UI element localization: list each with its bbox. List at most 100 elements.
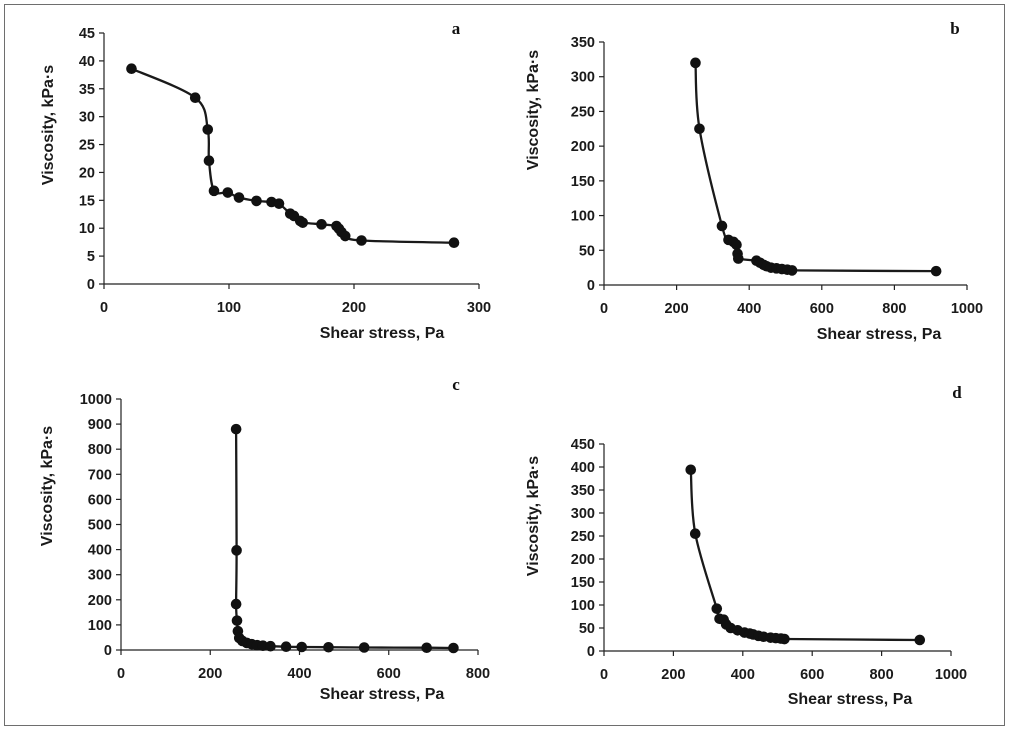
y-tick-label: 40	[79, 54, 95, 70]
panel-label: d	[952, 383, 962, 402]
x-tick-label: 200	[198, 666, 222, 682]
data-point	[233, 192, 245, 203]
y-tick-label: 900	[88, 417, 112, 433]
x-axis-title: Shear stress, Pa	[788, 691, 913, 708]
data-point	[448, 642, 459, 654]
data-point	[689, 528, 701, 539]
data-point	[358, 642, 370, 653]
y-tick-label: 5	[87, 249, 95, 265]
panel-label: c	[452, 375, 460, 394]
y-axis-title: Viscosity, kPa·s	[525, 50, 542, 170]
y-axis-title: Viscosity, kPa·s	[525, 456, 542, 576]
y-tick-label: 250	[571, 104, 595, 120]
x-tick-label: 100	[217, 300, 241, 316]
y-tick-label: 400	[88, 543, 112, 559]
x-tick-label: 600	[810, 301, 834, 317]
data-point	[126, 63, 137, 74]
y-tick-label: 350	[571, 483, 595, 499]
y-tick-label: 0	[87, 277, 95, 293]
data-points	[230, 423, 459, 654]
y-axis-title: Viscosity, kPa·s	[39, 426, 56, 546]
y-tick-label: 600	[88, 492, 112, 508]
y-tick-label: 50	[579, 243, 595, 259]
data-point	[231, 615, 243, 626]
data-point	[323, 641, 334, 653]
y-tick-label: 0	[104, 643, 112, 659]
x-tick-label: 0	[117, 666, 125, 682]
x-tick-label: 400	[737, 301, 761, 317]
data-point	[779, 633, 790, 645]
y-tick-label: 50	[579, 621, 595, 637]
series-curve	[234, 427, 455, 650]
x-tick-label: 200	[342, 300, 366, 316]
y-tick-label: 200	[571, 139, 595, 155]
data-point	[339, 230, 351, 242]
data-point	[694, 123, 705, 135]
y-tick-label: 450	[571, 437, 595, 453]
x-tick-label: 0	[100, 300, 108, 316]
data-point	[203, 155, 215, 167]
y-axis-title: Viscosity, kPa·s	[40, 65, 57, 185]
x-tick-label: 800	[869, 667, 893, 683]
y-tick-label: 500	[88, 518, 112, 534]
data-point	[230, 423, 242, 435]
y-tick-label: 350	[571, 35, 595, 51]
y-tick-label: 0	[587, 644, 595, 660]
y-tick-label: 150	[571, 174, 595, 190]
y-tick-label: 100	[571, 209, 595, 225]
series-curve	[689, 468, 921, 642]
x-axis-title: Shear stress, Pa	[320, 325, 445, 342]
data-point	[280, 641, 292, 653]
chart-panel-b: 0 50 100 150 200 250 300 350 0 200 400 600 800 1000 S…	[525, 19, 983, 343]
tick-layer: 0 100 200 300 400 500 600 700 800 900 1000 0 200 400 6…	[80, 392, 490, 682]
data-point	[716, 220, 728, 232]
y-tick-label: 20	[79, 165, 95, 181]
x-tick-label: 300	[467, 300, 491, 316]
data-points	[690, 57, 942, 277]
y-tick-label: 300	[88, 568, 112, 584]
data-point	[733, 253, 744, 264]
y-tick-label: 250	[571, 529, 595, 545]
data-point	[265, 640, 276, 652]
data-point	[230, 598, 242, 610]
x-tick-label: 600	[377, 666, 401, 682]
y-tick-label: 300	[571, 506, 595, 522]
y-tick-label: 10	[79, 221, 95, 237]
x-tick-label: 0	[600, 667, 608, 683]
y-tick-label: 45	[79, 26, 95, 42]
data-point	[208, 185, 220, 197]
y-tick-label: 150	[571, 575, 595, 591]
chart-panel-c: 0 100 200 300 400 500 600 700 800 900 1000 0 200 400 6…	[39, 375, 490, 703]
data-point	[930, 265, 942, 277]
data-point	[189, 92, 201, 104]
y-tick-label: 0	[587, 278, 595, 294]
data-points	[126, 63, 460, 249]
y-tick-label: 300	[571, 70, 595, 86]
y-tick-label: 1000	[80, 392, 112, 408]
tick-layer: 0 50 100 150 200 250 300 350 0 200 400 600 800 1000	[571, 35, 983, 317]
data-point	[421, 642, 432, 654]
x-tick-label: 600	[800, 667, 824, 683]
x-tick-label: 1000	[935, 667, 967, 683]
data-point	[297, 217, 309, 228]
data-point	[685, 464, 697, 476]
x-tick-label: 400	[731, 667, 755, 683]
data-point	[356, 235, 367, 246]
data-point	[273, 198, 285, 209]
data-point	[296, 641, 308, 653]
figure-frame	[4, 4, 1005, 726]
panel-label: a	[452, 19, 461, 38]
y-tick-label: 200	[88, 593, 112, 609]
y-tick-label: 35	[79, 82, 95, 98]
x-tick-label: 1000	[951, 301, 983, 317]
data-point	[257, 640, 269, 652]
y-tick-label: 15	[79, 193, 95, 209]
y-tick-label: 700	[88, 467, 112, 483]
x-axis-title: Shear stress, Pa	[817, 326, 942, 343]
data-point	[231, 545, 242, 556]
y-tick-label: 400	[571, 460, 595, 476]
tick-layer: 0 5 10 15 20 25 30 35 40 45 0 100 200 300	[79, 26, 491, 316]
data-point	[690, 57, 701, 69]
data-point	[914, 634, 926, 646]
x-tick-label: 0	[600, 301, 608, 317]
